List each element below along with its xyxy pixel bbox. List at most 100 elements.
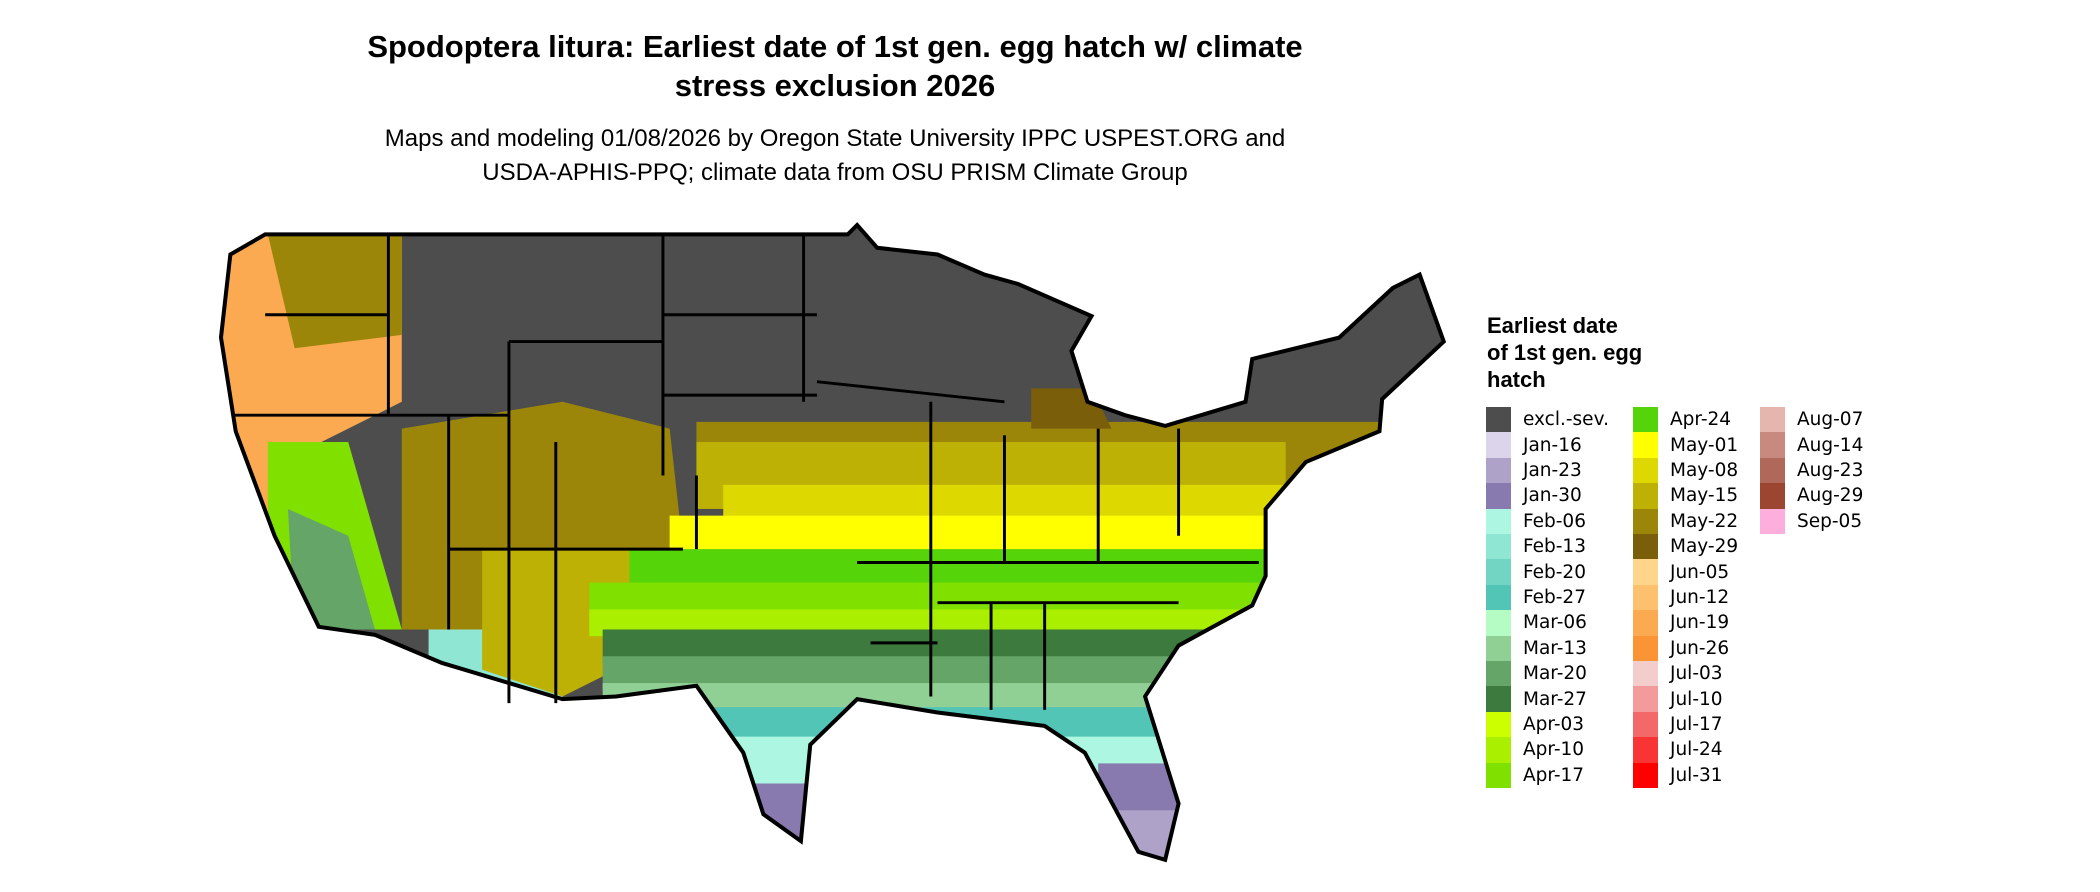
legend-swatch — [1486, 737, 1511, 763]
legend-item: Jul-17 — [1633, 711, 1723, 738]
legend-item: Apr-24 — [1633, 407, 1732, 433]
legend-swatch — [1486, 432, 1511, 458]
legend-label: Aug-14 — [1797, 434, 1864, 456]
legend-swatch — [1486, 559, 1511, 585]
legend-swatch — [1486, 610, 1511, 636]
legend-swatch — [1633, 635, 1658, 661]
legend-item: Jun-26 — [1633, 635, 1730, 661]
legend-item: May-29 — [1633, 534, 1739, 560]
legend-title: Earliest date of 1st gen. egg hatch — [1487, 312, 1642, 393]
legend-swatch — [1633, 610, 1658, 636]
legend-swatch — [1486, 762, 1511, 788]
legend-item: Jan-30 — [1486, 483, 1582, 509]
legend-label: Feb-13 — [1523, 536, 1586, 558]
legend-swatch — [1486, 661, 1511, 687]
legend-label: Jun-26 — [1670, 637, 1730, 659]
legend-label: Mar-27 — [1523, 688, 1587, 710]
legend-item: Jul-03 — [1633, 661, 1723, 687]
legend-swatch — [1760, 432, 1785, 458]
legend-swatch — [1633, 407, 1658, 433]
legend-item: Mar-06 — [1486, 610, 1587, 636]
legend-label: Jun-12 — [1670, 586, 1730, 608]
legend-label: Jul-17 — [1670, 713, 1723, 735]
legend-swatch — [1633, 686, 1658, 712]
legend-item: Apr-10 — [1486, 737, 1585, 763]
legend-swatch — [1633, 432, 1658, 458]
legend-item: Mar-20 — [1486, 661, 1587, 687]
legend-swatch — [1633, 737, 1658, 763]
legend-label: Mar-13 — [1523, 637, 1587, 659]
legend-label: May-29 — [1670, 536, 1739, 558]
legend-label: Feb-27 — [1523, 586, 1586, 608]
legend-label: May-22 — [1670, 510, 1739, 532]
legend-item: Jun-05 — [1633, 559, 1730, 585]
legend-swatch — [1486, 534, 1511, 560]
legend-item: Mar-27 — [1486, 686, 1587, 712]
legend-swatch — [1633, 661, 1658, 687]
legend-label: May-01 — [1670, 434, 1739, 456]
legend-item: Jul-24 — [1633, 737, 1723, 763]
legend-swatch — [1486, 457, 1511, 484]
legend-title-line: Earliest date — [1487, 313, 1618, 338]
legend-swatch — [1633, 534, 1658, 560]
legend-item: Feb-06 — [1486, 508, 1586, 534]
legend-swatch — [1633, 762, 1658, 788]
legend-label: Apr-10 — [1523, 739, 1585, 761]
legend-swatch — [1486, 711, 1511, 738]
legend-label: Apr-03 — [1523, 713, 1585, 735]
legend-item: Aug-14 — [1760, 432, 1864, 458]
legend-swatch — [1486, 635, 1511, 661]
legend-item: Aug-07 — [1760, 407, 1863, 433]
legend-swatch — [1633, 508, 1658, 534]
legend-label: Jul-10 — [1670, 688, 1723, 710]
legend-label: Mar-20 — [1523, 663, 1587, 685]
state-boundaries — [234, 234, 1259, 710]
legend-swatch — [1633, 457, 1658, 484]
legend-item: Jan-23 — [1486, 457, 1582, 484]
legend-label: Jan-23 — [1523, 459, 1582, 481]
legend-swatch — [1633, 584, 1658, 611]
legend-item: May-15 — [1633, 483, 1739, 509]
legend-item: Jun-12 — [1633, 584, 1730, 611]
legend-item: Apr-17 — [1486, 762, 1585, 788]
hatch-date-raster — [220, 225, 1444, 860]
legend-label: Jun-19 — [1670, 612, 1730, 634]
legend-swatch — [1486, 508, 1511, 534]
legend-item: Jul-10 — [1633, 686, 1723, 712]
legend-title-line: hatch — [1487, 367, 1546, 392]
map-title-line2: stress exclusion 2026 — [674, 68, 996, 103]
legend-swatch — [1486, 686, 1511, 712]
legend-label: May-15 — [1670, 485, 1739, 507]
legend-label: Apr-24 — [1670, 409, 1732, 431]
legend-item: Apr-03 — [1486, 711, 1585, 738]
legend-item: Jun-19 — [1633, 610, 1730, 636]
legend-label: Jul-03 — [1670, 663, 1723, 685]
legend-title-line: of 1st gen. egg — [1487, 340, 1643, 365]
legend-swatch — [1486, 584, 1511, 611]
map-subtitle-line1: Maps and modeling 01/08/2026 by Oregon S… — [384, 125, 1286, 152]
legend-item: Jan-16 — [1486, 432, 1582, 458]
legend-label: Sep-05 — [1797, 510, 1863, 532]
legend-swatch — [1760, 508, 1785, 534]
legend-label: Mar-06 — [1523, 612, 1587, 634]
legend-swatch — [1760, 457, 1785, 484]
legend-label: Apr-17 — [1523, 764, 1585, 786]
legend-item: May-22 — [1633, 508, 1739, 534]
legend-label: Jan-30 — [1523, 485, 1582, 507]
legend-label: Jul-24 — [1670, 739, 1723, 761]
legend-item: May-01 — [1633, 432, 1739, 458]
legend-label: Feb-06 — [1523, 510, 1586, 532]
legend-item: Mar-13 — [1486, 635, 1587, 661]
legend-swatch — [1633, 483, 1658, 509]
legend-item: Aug-23 — [1760, 457, 1863, 484]
legend-label: excl.-sev. — [1523, 409, 1609, 431]
legend-label: Aug-29 — [1797, 485, 1864, 507]
legend-swatch — [1760, 483, 1785, 509]
map-subtitle-line2: USDA-APHIS-PPQ; climate data from OSU PR… — [482, 159, 1188, 186]
legend-item: Aug-29 — [1760, 483, 1864, 509]
legend-swatch — [1486, 407, 1511, 433]
legend-label: Jun-05 — [1670, 561, 1730, 583]
legend-swatch — [1633, 559, 1658, 585]
